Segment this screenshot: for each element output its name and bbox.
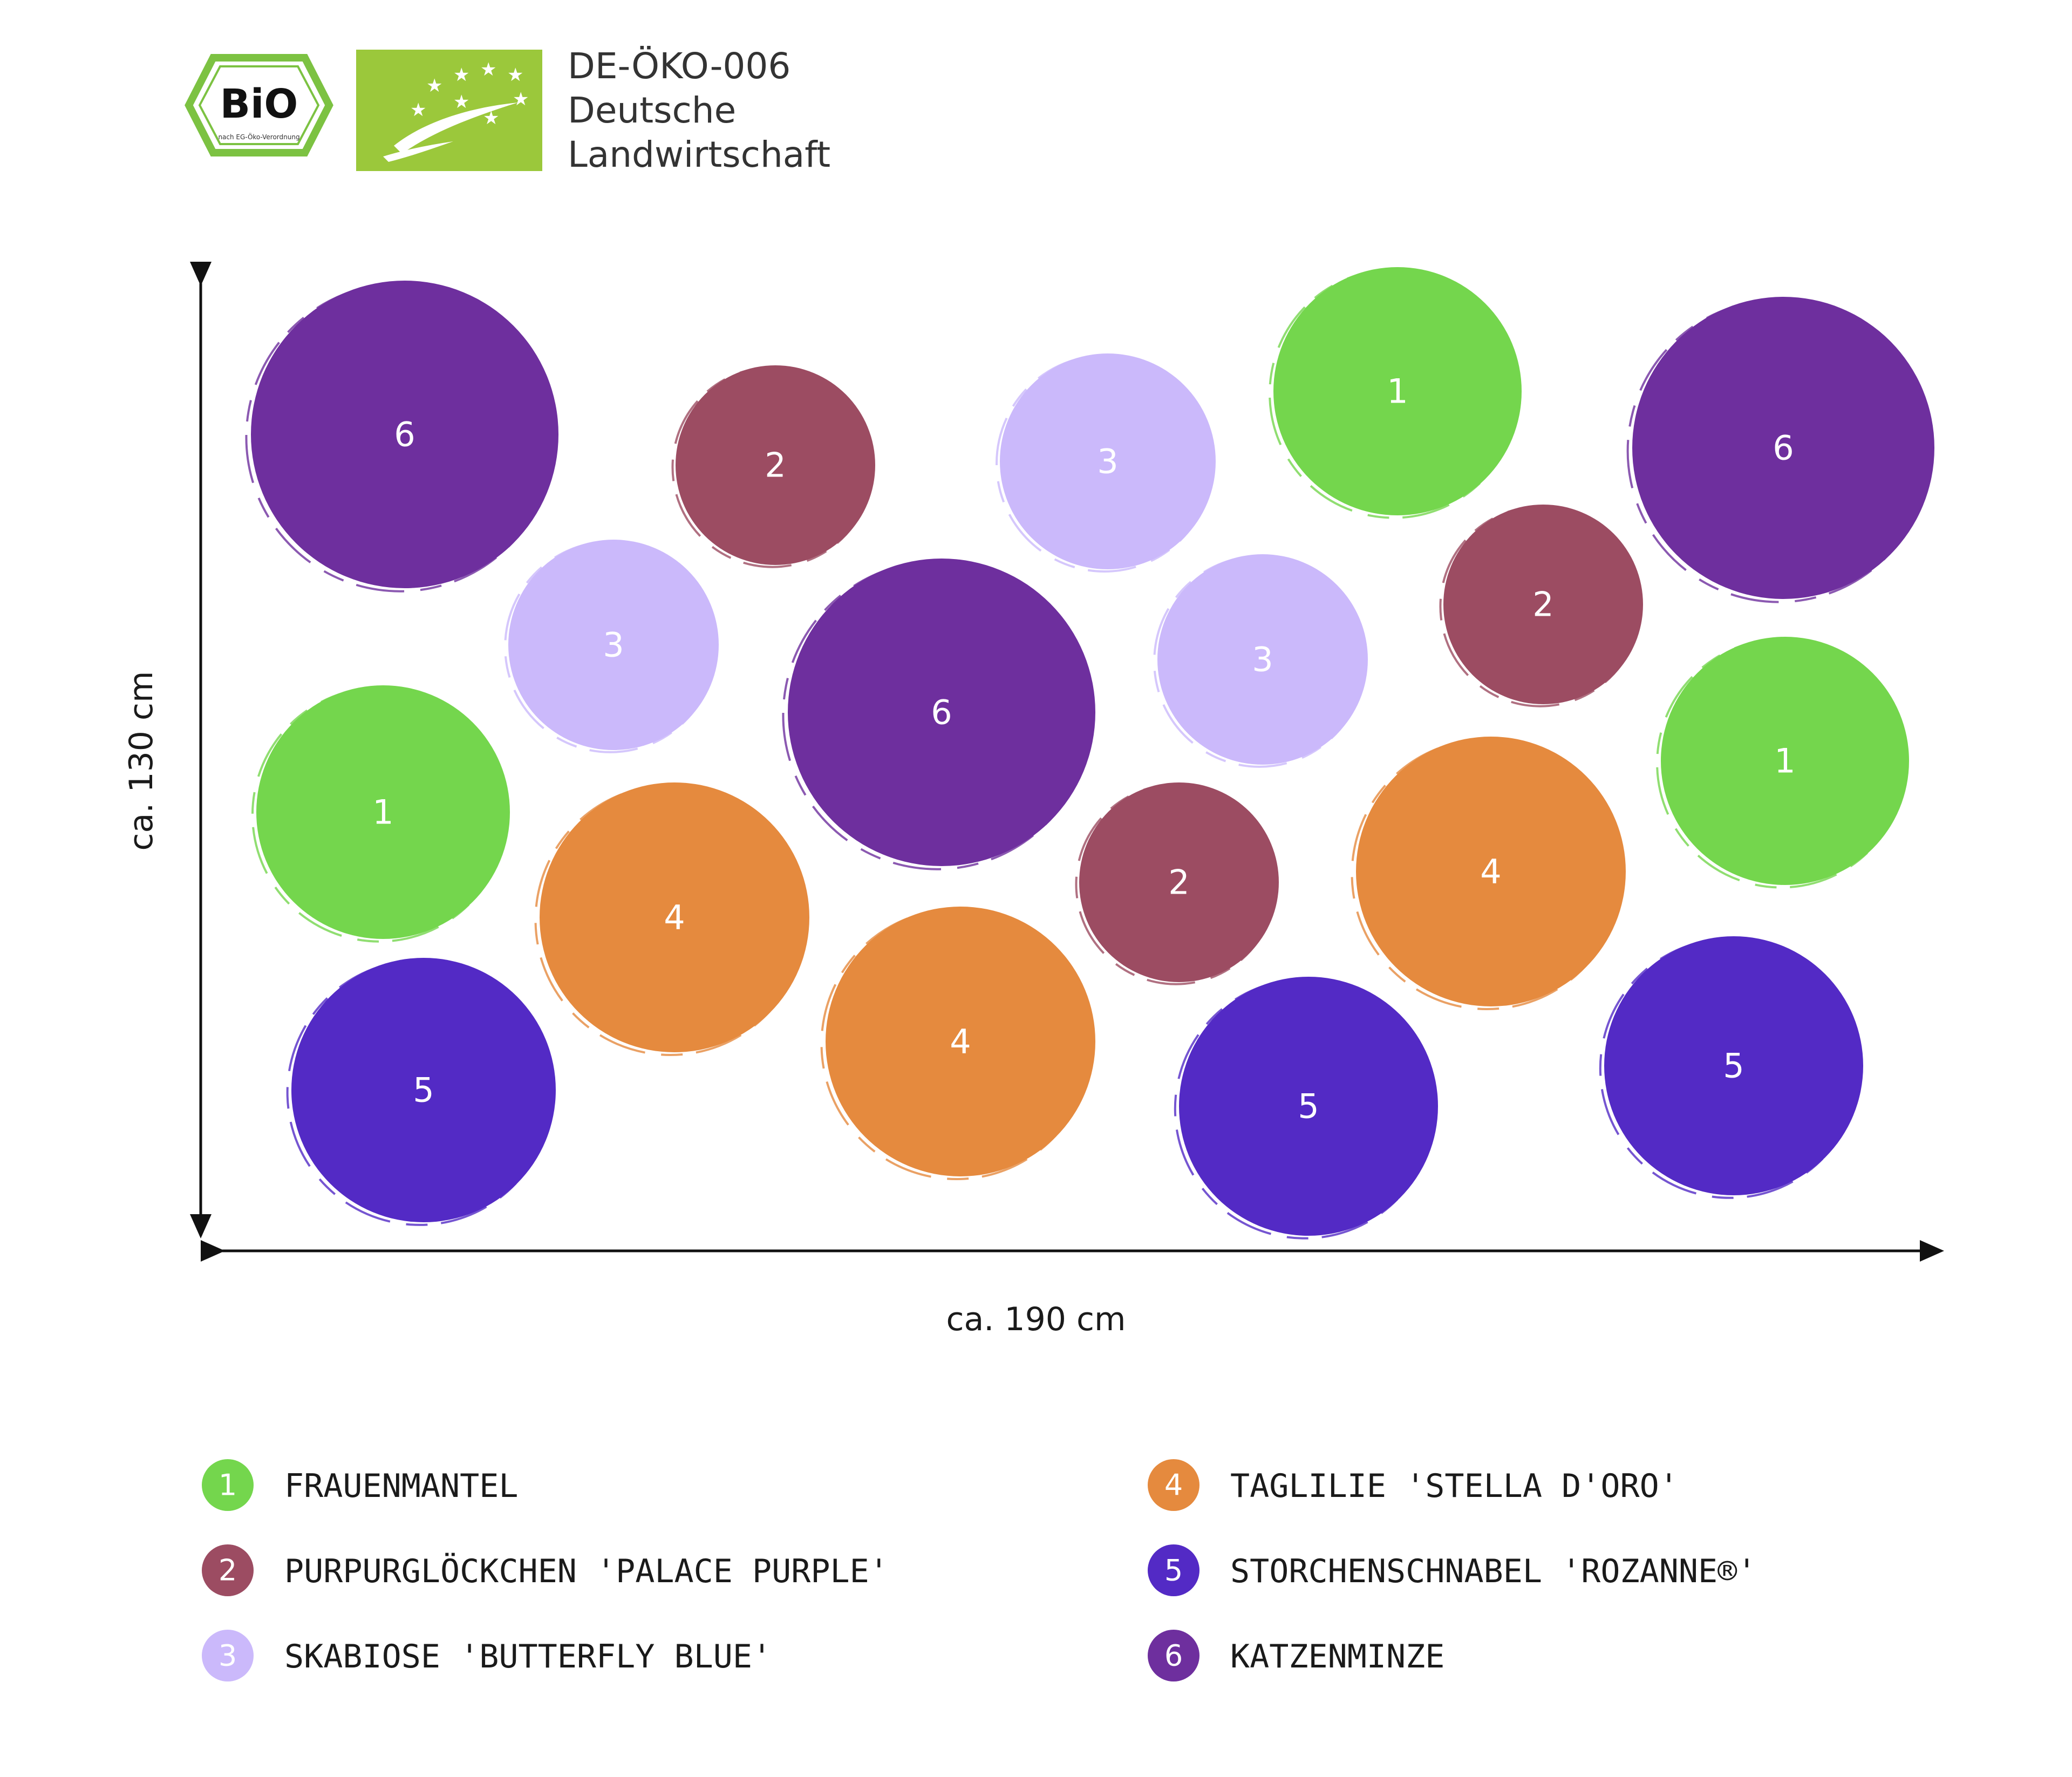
legend-number: 2 [219,1554,237,1588]
plant-legend: 1 FRAUENMANTEL 2 PURPURGLÖCKCHEN 'PALACE PU… [202,1459,1756,1681]
legend-color-dot [202,1459,254,1511]
legend-number: 5 [1164,1554,1183,1588]
certification-origin-line2: Landwirtschaft [568,134,830,175]
bio-seal-logo: BiO nach EG-Öko-Verordnung [185,54,333,156]
plant-circle-4: 4 [534,782,809,1056]
eu-organic-logo: ★ ★ ★ ★ ★ ★ ★ ★ [356,50,542,171]
plant-number-label: 3 [603,625,624,665]
svg-text:★: ★ [507,64,523,86]
legend-plant-name: SKABIOSE 'BUTTERFLY BLUE' [284,1638,772,1676]
plant-number-label: 5 [1298,1087,1319,1126]
plant-number-label: 1 [372,793,393,832]
bio-seal-text: BiO [220,81,298,127]
legend-item-1: 1 FRAUENMANTEL [202,1459,518,1511]
plant-number-label: 3 [1252,640,1273,679]
plant-circle-1: 1 [1269,267,1522,519]
plant-number-label: 3 [1097,442,1118,481]
plant-circle-6: 6 [1626,297,1934,603]
svg-text:★: ★ [410,99,426,121]
plant-circle-2: 2 [1439,505,1643,707]
plant-number-label: 2 [1532,585,1553,624]
plant-number-label: 6 [931,693,952,732]
legend-number: 4 [1164,1468,1183,1502]
plant-circle-1: 1 [251,685,510,943]
legend-color-dot [202,1630,254,1681]
legend-number: 3 [219,1639,237,1673]
plant-number-label: 1 [1774,741,1795,781]
legend-item-2: 2 PURPURGLÖCKCHEN 'PALACE PURPLE' [202,1544,889,1596]
plant-number-label: 4 [950,1022,971,1061]
plant-number-label: 2 [765,446,786,485]
plant-circle-5: 5 [1174,977,1438,1240]
legend-number: 6 [1164,1639,1183,1673]
plant-circle-6: 6 [245,281,558,593]
plant-circle-2: 2 [1075,782,1279,985]
legend-item-6: 6 KATZENMINZE [1148,1630,1444,1681]
certification-header: BiO nach EG-Öko-Verordnung ★ ★ ★ ★ ★ ★ ★… [185,45,830,175]
legend-item-3: 3 SKABIOSE 'BUTTERFLY BLUE' [202,1630,772,1681]
legend-plant-name: KATZENMINZE [1230,1638,1444,1676]
plant-number-label: 2 [1168,863,1189,902]
legend-number: 1 [219,1468,237,1502]
svg-text:★: ★ [513,88,529,110]
plant-number-label: 6 [394,415,415,454]
plant-circle-3: 3 [996,353,1216,573]
legend-plant-name: PURPURGLÖCKCHEN 'PALACE PURPLE' [284,1552,889,1590]
legend-color-dot [1148,1630,1199,1681]
plant-circle-4: 4 [820,907,1095,1180]
width-dimension-label: ca. 190 cm [946,1301,1126,1338]
svg-text:★: ★ [426,75,442,97]
plant-circle-1: 1 [1656,637,1909,889]
plant-circle-6: 6 [782,559,1095,870]
bio-seal-subtext: nach EG-Öko-Verordnung [218,132,299,141]
plant-number-label: 5 [1723,1046,1744,1086]
plant-number-label: 5 [413,1071,434,1110]
certification-origin-line1: Deutsche [568,90,736,131]
dimension-arrows: ca. 130 cm ca. 190 cm [122,262,1944,1338]
height-dimension-label: ca. 130 cm [122,671,160,851]
plant-number-label: 4 [664,898,685,937]
plant-circle-5: 5 [1599,936,1863,1199]
svg-text:★: ★ [480,59,496,80]
plant-number-label: 6 [1773,428,1794,468]
plant-circle-5: 5 [286,958,556,1226]
plant-circle-3: 3 [504,540,719,753]
plant-circle-2: 2 [671,365,875,568]
legend-color-dot [202,1544,254,1596]
legend-plant-name: FRAUENMANTEL [284,1467,518,1505]
legend-item-5: 5 STORCHENSCHNABEL 'ROZANNE®' [1148,1544,1756,1596]
legend-plant-name: STORCHENSCHNABEL 'ROZANNE®' [1230,1553,1756,1590]
plant-circle-4: 4 [1351,737,1626,1010]
legend-plant-name: TAGLILIE 'STELLA D'ORO' [1230,1467,1679,1505]
legend-item-4: 4 TAGLILIE 'STELLA D'ORO' [1148,1459,1679,1511]
plant-number-label: 4 [1480,852,1501,891]
svg-text:★: ★ [453,91,469,113]
svg-text:★: ★ [453,64,469,86]
plant-circle-3: 3 [1153,554,1368,768]
plant-number-label: 1 [1387,372,1408,411]
certification-code: DE-ÖKO-006 [568,45,790,87]
legend-color-dot [1148,1544,1199,1596]
svg-text:★: ★ [483,107,499,129]
plant-layout: 6 2 3 1 6 3 6 3 2 1 1 4 2 4 5 4 5 5 [245,267,1934,1240]
eu-organic-leaf-icon: ★ ★ ★ ★ ★ ★ ★ ★ [383,59,529,162]
legend-color-dot [1148,1459,1199,1511]
